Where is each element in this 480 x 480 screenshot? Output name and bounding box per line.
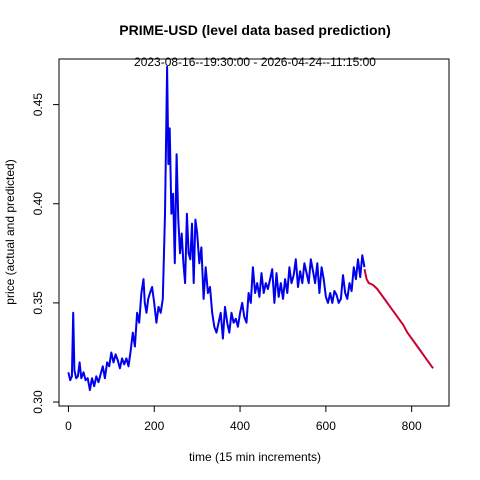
chart-title: PRIME-USD (level data based prediction)	[119, 22, 391, 38]
x-axis: 0 200 400 600 800	[65, 405, 422, 433]
y-tick-label: 0.30	[31, 390, 45, 414]
x-tick-label: 600	[316, 419, 336, 433]
x-axis-label: time (15 min increments)	[189, 450, 321, 464]
series-line-predicted	[363, 268, 434, 369]
x-tick-label: 800	[402, 419, 422, 433]
series-line-actual	[67, 65, 366, 392]
series-layer	[67, 65, 434, 392]
x-tick-label: 200	[144, 419, 164, 433]
x-tick-label: 0	[65, 419, 72, 433]
y-tick-label: 0.35	[31, 291, 45, 315]
y-axis-label: price (actual and predicted)	[3, 159, 17, 304]
y-axis: 0.30 0.35 0.40 0.45	[31, 93, 60, 414]
y-tick-label: 0.40	[31, 192, 45, 216]
y-tick-label: 0.45	[31, 93, 45, 117]
chart-subtitle: 2023-08-16--19:30:00 - 2026-04-24--11:15…	[134, 55, 376, 69]
x-tick-label: 400	[230, 419, 250, 433]
